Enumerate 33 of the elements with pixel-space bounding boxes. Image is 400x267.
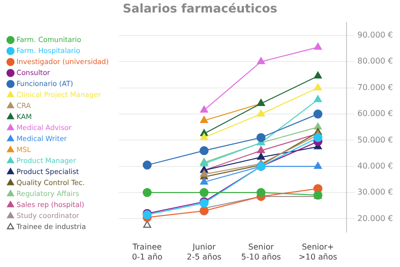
y-tick-label: 20.000 € [357, 214, 393, 223]
point [256, 133, 266, 142]
point [314, 42, 322, 50]
y-tick-label: 70.000 € [357, 82, 393, 92]
point [257, 110, 265, 117]
point [314, 72, 322, 79]
y-tick-label: 30.000 € [357, 188, 393, 197]
point [314, 83, 322, 90]
point [314, 95, 322, 102]
y-tick-label: 40.000 € [357, 161, 393, 170]
chart-title: Salarios farmacéuticos [122, 1, 278, 16]
point [200, 106, 208, 113]
y-tick-label: 90.000 € [357, 30, 393, 40]
y-tick-label: 60.000 € [357, 109, 393, 118]
x-tick-label: Senior+ >10 años [298, 242, 338, 262]
point [200, 188, 209, 198]
point [257, 152, 265, 160]
y-tick-label: 50.000 € [357, 135, 393, 144]
point [142, 160, 152, 170]
point [142, 188, 152, 198]
point [313, 133, 322, 142]
point [200, 146, 209, 156]
point [257, 57, 265, 64]
y-tick-label: 80.000 € [357, 56, 393, 66]
point [256, 188, 266, 198]
point [313, 110, 322, 119]
point [257, 146, 265, 154]
x-tick-label: Trainee 0-1 año [132, 242, 163, 262]
point [143, 220, 152, 228]
x-tick-label: Senior 5-10 años [241, 242, 281, 262]
x-tick-label: Junior 2-5 años [186, 242, 222, 262]
point [200, 206, 209, 216]
point [200, 133, 208, 140]
